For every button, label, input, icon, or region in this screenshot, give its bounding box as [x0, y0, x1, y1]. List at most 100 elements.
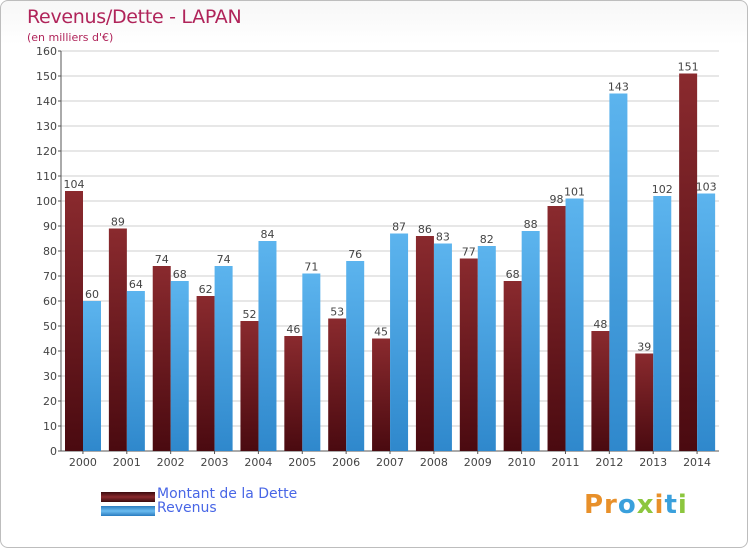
y-tick-label: 40	[43, 345, 57, 358]
x-tick-label: 2002	[157, 456, 185, 469]
y-tick-label: 20	[43, 395, 57, 408]
y-tick-label: 160	[36, 45, 57, 58]
bar-revenue	[346, 261, 365, 451]
bar-debt	[152, 266, 171, 451]
bar-debt	[503, 281, 522, 451]
data-label: 143	[608, 81, 629, 94]
bar-revenue	[697, 193, 716, 451]
legend-label-debt: Montant de la Dette	[157, 486, 298, 502]
legend-swatch-revenue	[101, 506, 155, 516]
data-label: 88	[524, 218, 538, 231]
y-tick-label: 110	[36, 170, 57, 183]
data-label: 82	[480, 233, 494, 246]
x-tick-label: 2003	[201, 456, 229, 469]
bar-debt	[108, 228, 127, 451]
data-label: 62	[199, 283, 213, 296]
x-tick-label: 2009	[464, 456, 492, 469]
x-tick-label: 2008	[420, 456, 448, 469]
legend-label-revenue: Revenus	[157, 500, 217, 516]
y-tick-label: 30	[43, 370, 57, 383]
y-tick-label: 150	[36, 70, 57, 83]
x-tick-label: 2004	[244, 456, 272, 469]
y-tick-label: 10	[43, 420, 57, 433]
data-label: 89	[111, 216, 125, 229]
y-tick-label: 60	[43, 295, 57, 308]
data-label: 74	[155, 253, 169, 266]
data-label: 84	[260, 228, 274, 241]
data-label: 60	[85, 288, 99, 301]
bar-revenue	[170, 281, 189, 451]
data-label: 68	[506, 268, 520, 281]
bar-debt	[635, 353, 654, 451]
data-label: 102	[652, 183, 673, 196]
bar-revenue	[477, 246, 496, 451]
data-label: 83	[436, 231, 450, 244]
x-tick-label: 2001	[113, 456, 141, 469]
data-label: 39	[637, 341, 651, 354]
y-tick-label: 140	[36, 95, 57, 108]
data-label: 48	[593, 318, 607, 331]
data-label: 77	[462, 246, 476, 259]
data-label: 53	[330, 306, 344, 319]
x-tick-label: 2012	[595, 456, 623, 469]
bar-debt	[679, 73, 698, 451]
bar-revenue	[653, 196, 672, 451]
data-label: 46	[286, 323, 300, 336]
bar-revenue	[565, 198, 584, 451]
bar-revenue	[521, 231, 540, 451]
bar-debt	[240, 321, 259, 451]
bar-debt	[415, 236, 434, 451]
bar-debt	[459, 258, 478, 451]
bar-revenue	[433, 243, 452, 451]
x-tick-label: 2005	[288, 456, 316, 469]
bar-revenue	[83, 301, 101, 451]
data-label: 103	[696, 181, 717, 194]
y-tick-label: 50	[43, 320, 57, 333]
bar-debt	[284, 336, 303, 451]
y-tick-label: 100	[36, 195, 57, 208]
data-label: 45	[374, 326, 388, 339]
bar-revenue	[258, 241, 277, 451]
data-label: 151	[678, 61, 699, 74]
y-tick-label: 90	[43, 220, 57, 233]
bar-debt	[328, 318, 347, 451]
y-tick-label: 120	[36, 145, 57, 158]
data-label: 52	[242, 308, 256, 321]
x-tick-label: 2006	[332, 456, 360, 469]
data-label: 101	[564, 186, 585, 199]
bar-revenue	[214, 266, 233, 451]
data-label: 104	[64, 178, 85, 191]
data-label: 87	[392, 221, 406, 234]
y-tick-label: 70	[43, 270, 57, 283]
bar-revenue	[390, 233, 409, 451]
proxiti-logo: Proxiti	[584, 490, 688, 520]
data-label: 76	[348, 248, 362, 261]
x-tick-label: 2014	[683, 456, 711, 469]
data-label: 64	[129, 278, 143, 291]
bar-revenue	[609, 93, 628, 451]
data-label: 86	[418, 223, 432, 236]
y-tick-label: 0	[50, 445, 57, 458]
x-tick-label: 2010	[508, 456, 536, 469]
bar-debt	[196, 296, 215, 451]
bar-debt	[591, 331, 610, 451]
legend-swatch-debt	[101, 492, 155, 502]
y-tick-label: 80	[43, 245, 57, 258]
bar-debt	[547, 206, 566, 451]
bar-debt	[372, 338, 391, 451]
chart-title: Revenus/Dette - LAPAN	[27, 6, 242, 28]
data-label: 98	[550, 193, 564, 206]
x-tick-label: 2011	[551, 456, 579, 469]
y-tick-label: 130	[36, 120, 57, 133]
bar-revenue	[302, 273, 321, 451]
x-tick-label: 2007	[376, 456, 404, 469]
data-label: 71	[304, 261, 318, 274]
chart-subtitle: (en milliers d'€)	[27, 31, 114, 44]
data-label: 74	[217, 253, 231, 266]
data-label: 68	[173, 268, 187, 281]
bar-revenue	[126, 291, 145, 451]
x-tick-label: 2013	[639, 456, 667, 469]
bar-debt	[65, 191, 83, 451]
